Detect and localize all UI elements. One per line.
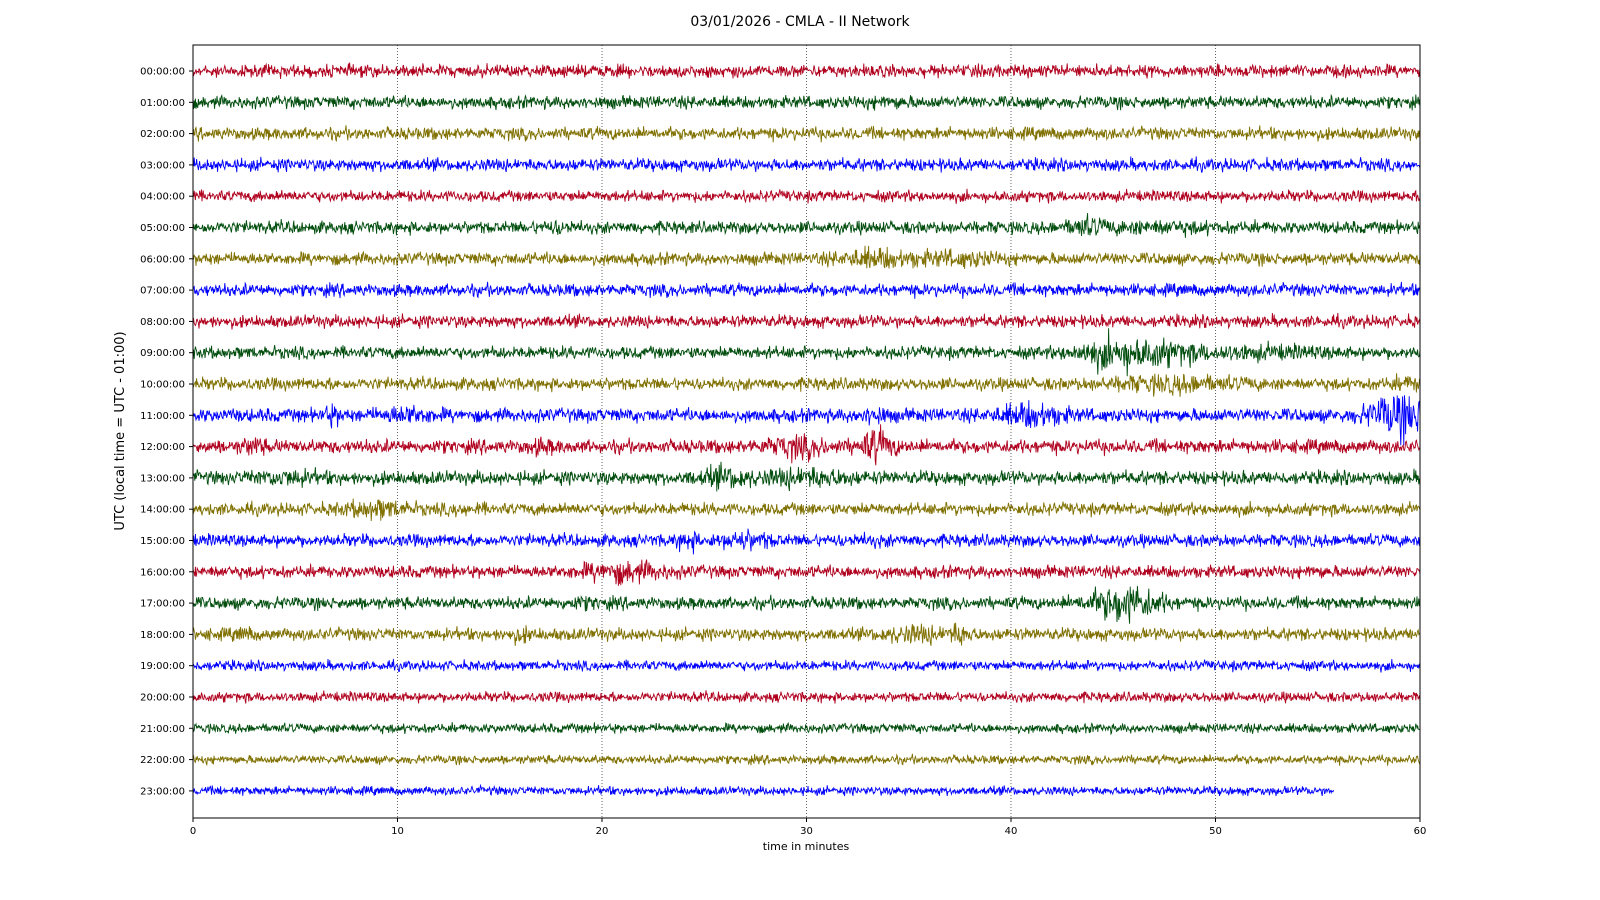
y-tick-label: 07:00:00 (140, 286, 185, 297)
trace-14h (192, 498, 1421, 522)
y-tick-label: 02:00:00 (140, 129, 185, 140)
x-tick-label: 60 (1414, 826, 1427, 837)
y-tick-label: 19:00:00 (140, 661, 185, 672)
x-tick-label: 50 (1209, 826, 1222, 837)
trace-13h (192, 461, 1421, 492)
x-tick-label: 30 (800, 826, 813, 837)
y-tick-label: 04:00:00 (140, 192, 185, 203)
trace-22h (192, 753, 1421, 767)
y-tick-label: 08:00:00 (140, 317, 185, 328)
x-axis-label: time in minutes (763, 840, 850, 853)
y-tick-label: 22:00:00 (140, 755, 185, 766)
grid-lines (397, 45, 1216, 818)
x-axis: 0 10 20 30 40 50 60 (190, 818, 1427, 837)
y-tick-label: 14:00:00 (140, 505, 185, 516)
trace-00h (192, 62, 1421, 80)
trace-15h (192, 528, 1421, 555)
trace-23h (192, 783, 1335, 797)
chart-title: 03/01/2026 - CMLA - II Network (690, 14, 910, 30)
y-axis-label: UTC (local time = UTC - 01:00) (113, 331, 128, 530)
y-tick-label: 01:00:00 (140, 98, 185, 109)
x-tick-label: 10 (391, 826, 404, 837)
y-tick-label: 05:00:00 (140, 223, 185, 234)
y-tick-label: 12:00:00 (140, 442, 185, 453)
y-tick-label: 18:00:00 (140, 630, 185, 641)
y-tick-label: 00:00:00 (140, 67, 185, 78)
y-tick-label: 17:00:00 (140, 599, 185, 610)
trace-07h (192, 281, 1421, 299)
y-tick-label: 11:00:00 (140, 411, 185, 422)
trace-12h (192, 424, 1421, 466)
y-tick-label: 20:00:00 (140, 693, 185, 704)
y-tick-label: 13:00:00 (140, 473, 185, 484)
y-tick-label: 09:00:00 (140, 348, 185, 359)
trace-21h (192, 721, 1421, 736)
trace-08h (192, 312, 1421, 330)
x-tick-label: 20 (596, 826, 609, 837)
y-tick-label: 21:00:00 (140, 724, 185, 735)
y-tick-label: 15:00:00 (140, 536, 185, 547)
y-tick-label: 23:00:00 (140, 786, 185, 797)
y-tick-label: 10:00:00 (140, 380, 185, 391)
y-tick-label: 16:00:00 (140, 567, 185, 578)
trace-03h (192, 156, 1421, 174)
trace-02h (192, 125, 1421, 143)
x-tick-label: 0 (190, 826, 196, 837)
x-tick-label: 40 (1005, 826, 1018, 837)
y-tick-label: 03:00:00 (140, 160, 185, 171)
y-axis: 00:00:00 01:00:00 02:00:00 03:00:00 04:00:00… (140, 67, 193, 797)
y-tick-label: 06:00:00 (140, 254, 185, 265)
trace-16h (192, 559, 1421, 586)
trace-01h (192, 93, 1421, 111)
